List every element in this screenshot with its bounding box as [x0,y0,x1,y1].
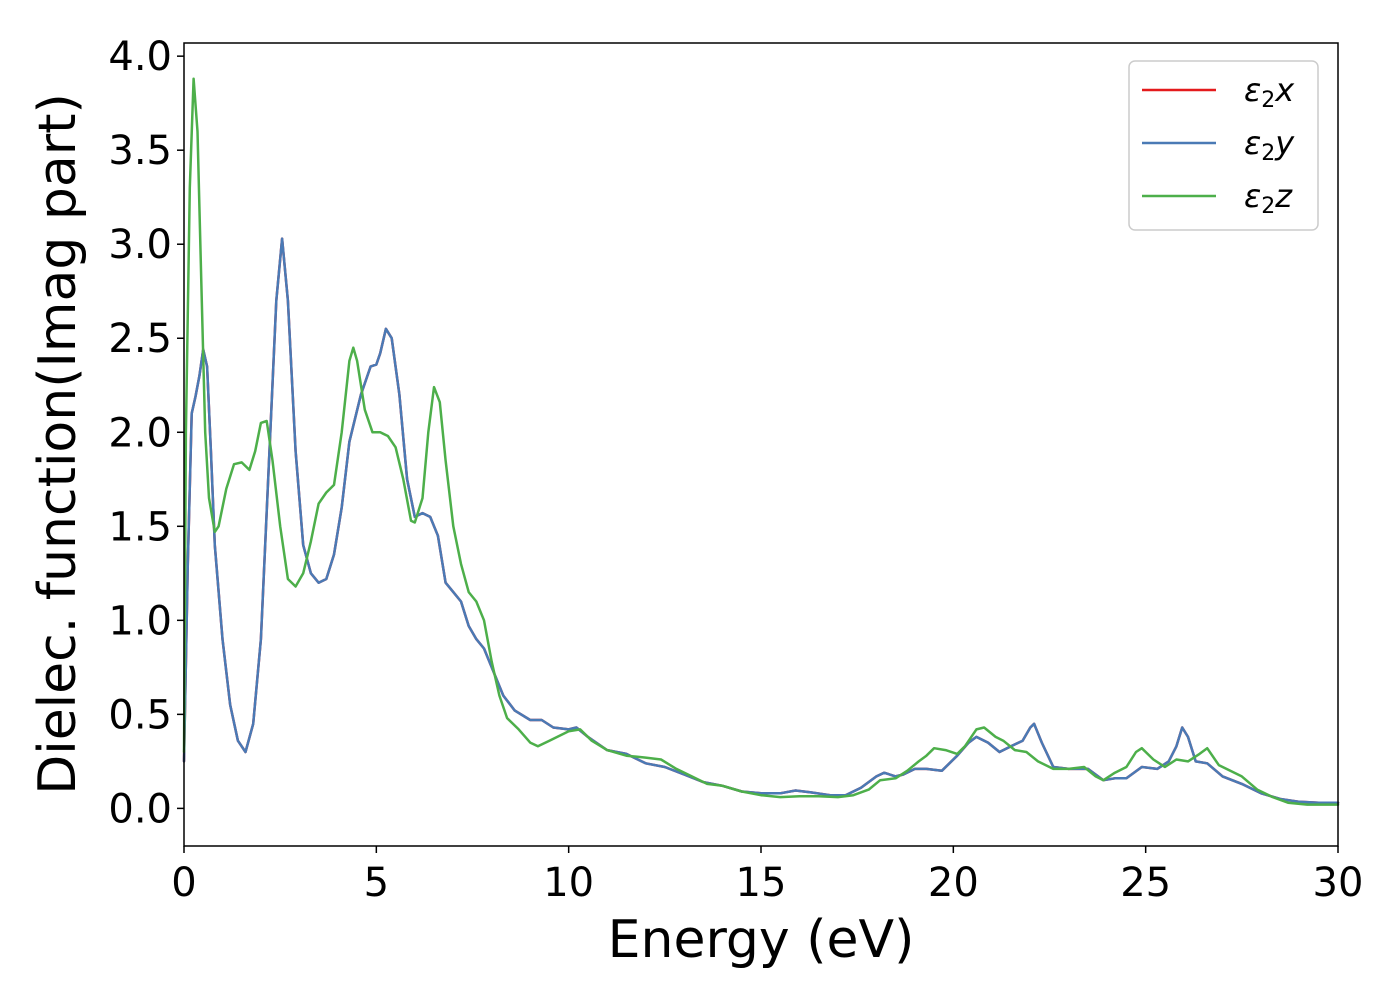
series-line-x [182,237,1340,804]
x-tick-label: 5 [364,860,389,906]
series-line-y [182,237,1340,804]
legend-items: ε2x ε2y ε2z [1142,71,1295,219]
y-tick-label: 1.0 [108,598,172,644]
x-axis-label: Energy (eV) [608,910,915,970]
series-layer [182,77,1340,806]
y-tick-label: 2.0 [108,410,172,456]
y-tick-label: 3.5 [108,128,172,174]
y-tick-label: 3.0 [108,222,172,268]
x-tick-label: 10 [543,860,594,906]
y-tick-label: 4.0 [108,34,172,80]
x-tick-label: 15 [736,860,787,906]
legend-label-z: ε2z [1244,177,1293,219]
y-axis-label: Dielec. function(Imag part) [28,93,88,795]
y-tick-label: 0.5 [108,692,172,738]
legend-label-y: ε2y [1244,124,1295,166]
legend: ε2x ε2y ε2z [1128,60,1319,231]
y-tick-label: 2.5 [108,316,172,362]
series-line-z [182,77,1340,806]
x-tick-label: 30 [1313,860,1364,906]
x-tick-label: 20 [928,860,979,906]
legend-label-x: ε2x [1244,71,1295,113]
x-tick-label: 0 [171,860,196,906]
y-axis-ticks: 0.0 0.5 1.0 1.5 2.0 2.5 3.0 3.5 4.0 [108,34,184,832]
legend-box [1128,60,1319,231]
x-axis-ticks: 0 5 10 15 20 25 30 [171,846,1363,906]
y-tick-label: 1.5 [108,504,172,550]
x-tick-label: 25 [1120,860,1171,906]
y-tick-label: 0.0 [108,786,172,832]
